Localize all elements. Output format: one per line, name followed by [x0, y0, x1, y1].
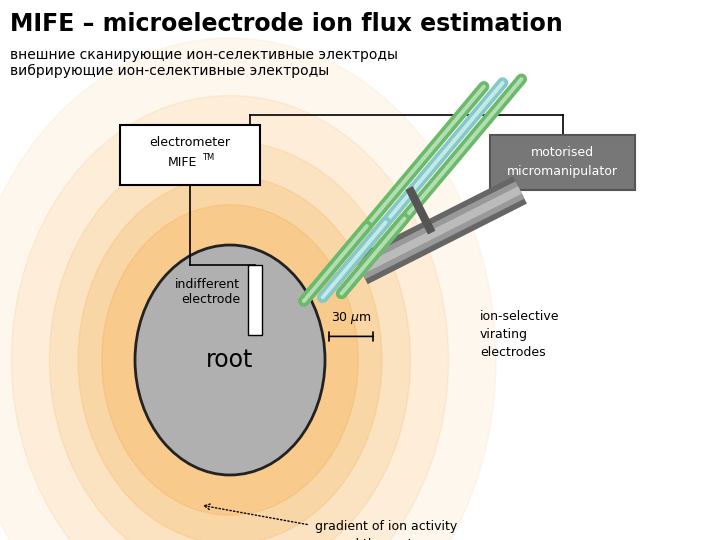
Text: MIFE: MIFE [167, 157, 197, 170]
Text: MIFE – microelectrode ion flux estimation: MIFE – microelectrode ion flux estimatio… [10, 12, 563, 36]
Bar [490, 135, 635, 190]
Text: electrometer: electrometer [150, 137, 230, 150]
Text: 30 $\mu$m: 30 $\mu$m [331, 310, 372, 326]
Text: ion-selective
virating
electrodes: ion-selective virating electrodes [480, 310, 559, 359]
Ellipse shape [12, 96, 449, 540]
Text: motorised: motorised [531, 146, 594, 159]
Text: внешние сканирующие ион-селективные электроды: внешние сканирующие ион-селективные элек… [10, 48, 398, 62]
Text: gradient of ion activity
around the root: gradient of ion activity around the root [315, 520, 457, 540]
Ellipse shape [78, 176, 382, 540]
Bar [120, 125, 260, 185]
Text: indifferent
electrode: indifferent electrode [175, 278, 240, 306]
Ellipse shape [50, 141, 410, 540]
Ellipse shape [102, 205, 359, 515]
Text: TM: TM [202, 153, 215, 163]
Text: micromanipulator: micromanipulator [507, 165, 618, 178]
Text: вибрирующие ион-селективные электроды: вибрирующие ион-селективные электроды [10, 64, 329, 78]
Ellipse shape [0, 38, 496, 540]
Text: root: root [207, 348, 253, 372]
Ellipse shape [135, 245, 325, 475]
Bar [248, 265, 262, 335]
